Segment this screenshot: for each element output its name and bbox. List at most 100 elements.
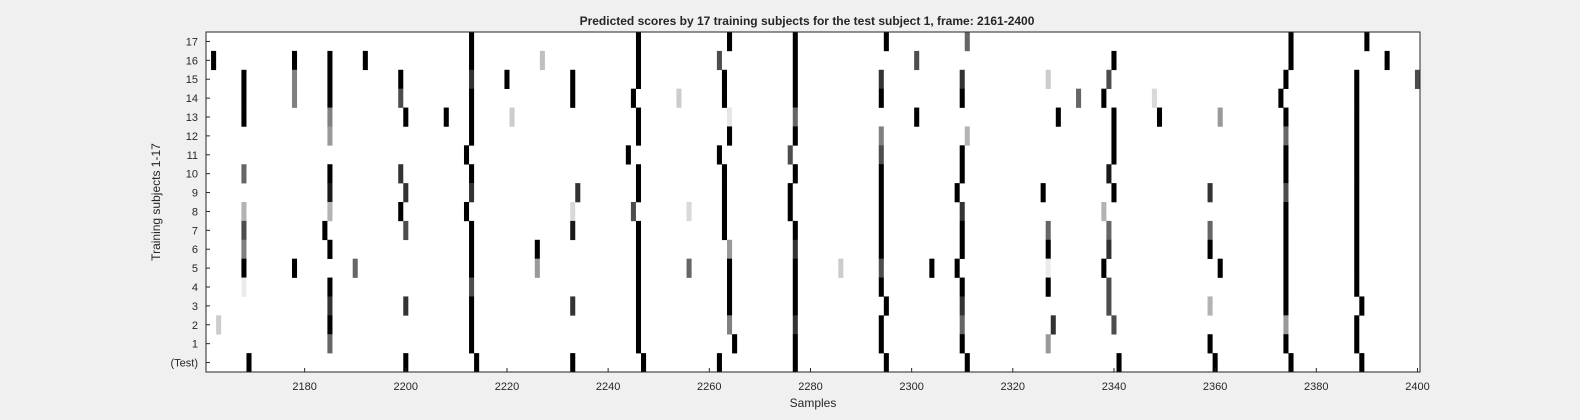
heatmap-cell bbox=[878, 202, 884, 222]
heatmap-cell bbox=[954, 183, 960, 203]
heatmap-cell bbox=[1283, 202, 1289, 222]
heatmap-cell bbox=[1116, 353, 1122, 373]
heatmap-cell bbox=[403, 220, 409, 241]
heatmap-cell bbox=[327, 334, 333, 354]
heatmap-cell bbox=[211, 50, 217, 71]
heatmap-cell bbox=[635, 69, 642, 89]
heatmap-cell bbox=[398, 164, 404, 184]
y-tick-label: 7 bbox=[192, 225, 198, 237]
heatmap-cell bbox=[1217, 258, 1223, 278]
heatmap-cell bbox=[630, 202, 636, 222]
heatmap-cell bbox=[469, 107, 475, 127]
heatmap-cell bbox=[327, 164, 333, 184]
heatmap-cell bbox=[1217, 107, 1223, 127]
heatmap-cell bbox=[398, 69, 404, 89]
heatmap-cell bbox=[1283, 107, 1289, 127]
heatmap-cell bbox=[398, 88, 404, 108]
heatmap-cell bbox=[362, 50, 368, 71]
heatmap-cell bbox=[716, 353, 722, 373]
heatmap-cell bbox=[1111, 183, 1117, 203]
heatmap-cell bbox=[1045, 277, 1051, 297]
heatmap-cell bbox=[878, 334, 884, 354]
heatmap-cell bbox=[883, 296, 889, 316]
x-tick-label: 2240 bbox=[596, 381, 620, 393]
heatmap-cell bbox=[727, 315, 733, 335]
heatmap-cell bbox=[959, 88, 965, 108]
heatmap-cell bbox=[241, 277, 247, 297]
heatmap-cell bbox=[878, 277, 884, 297]
x-tick-label: 2300 bbox=[899, 381, 923, 393]
heatmap-cell bbox=[1207, 334, 1213, 354]
heatmap-cell bbox=[469, 334, 475, 354]
heatmap-cell bbox=[1050, 315, 1056, 335]
heatmap-cell bbox=[469, 239, 475, 259]
heatmap-cell bbox=[291, 258, 298, 278]
heatmap-cell bbox=[641, 353, 647, 373]
heatmap-cell bbox=[1045, 239, 1051, 259]
heatmap-cell bbox=[216, 315, 222, 335]
heatmap-cell bbox=[1283, 315, 1289, 335]
x-tick-label: 2220 bbox=[495, 381, 519, 393]
heatmap-cell bbox=[1354, 334, 1360, 354]
heatmap-cell bbox=[469, 88, 475, 108]
x-tick-label: 2320 bbox=[1001, 381, 1025, 393]
heatmap-cell bbox=[1283, 145, 1289, 165]
heatmap-cell bbox=[959, 277, 965, 297]
heatmap-cell bbox=[1101, 202, 1107, 222]
x-tick-label: 2260 bbox=[697, 381, 721, 393]
heatmap-cell bbox=[1288, 50, 1294, 71]
heatmap-cell bbox=[676, 88, 682, 108]
heatmap-cell bbox=[1354, 202, 1360, 222]
heatmap-cell bbox=[1045, 220, 1051, 241]
heatmap-cell bbox=[1354, 315, 1360, 335]
heatmap-cell bbox=[1354, 239, 1360, 259]
heatmap-cell bbox=[878, 183, 884, 203]
y-axis-ticks: 17 16 15 14 13 12 11 10 9 8 7 6 5 4 3 2 1 (Test) bbox=[171, 36, 210, 370]
heatmap-cell bbox=[1106, 69, 1112, 89]
heatmap-cell bbox=[1283, 258, 1289, 278]
y-tick-label: 11 bbox=[187, 150, 198, 162]
heatmap-cell bbox=[1354, 107, 1360, 127]
heatmap-cell bbox=[792, 220, 798, 241]
heatmap-cell bbox=[1283, 239, 1289, 259]
heatmap-cell bbox=[1106, 239, 1112, 259]
y-tick-label: 10 bbox=[186, 169, 198, 181]
heatmap-cell bbox=[1207, 296, 1213, 316]
heatmap-cell bbox=[635, 277, 642, 297]
heatmap-cell bbox=[291, 88, 298, 108]
plot-border bbox=[205, 31, 1421, 373]
heatmap-cell bbox=[630, 88, 636, 108]
heatmap-cell bbox=[727, 277, 733, 297]
heatmap-cell bbox=[878, 220, 884, 241]
heatmap-cell bbox=[291, 50, 298, 71]
x-tick-label: 2200 bbox=[394, 381, 418, 393]
heatmap-cell bbox=[959, 164, 965, 184]
heatmap-cell bbox=[716, 50, 722, 71]
heatmap-cell bbox=[327, 69, 333, 89]
heatmap-cell bbox=[1111, 145, 1117, 165]
heatmap-cell bbox=[570, 353, 576, 373]
heatmap-cell bbox=[721, 164, 728, 184]
heatmap-cell bbox=[959, 296, 965, 316]
heatmap-cell bbox=[327, 239, 333, 259]
heatmap-cell bbox=[727, 239, 733, 259]
heatmap-cell bbox=[1354, 88, 1360, 108]
heatmap-cell bbox=[792, 164, 798, 184]
heatmap-cell bbox=[878, 258, 884, 278]
heatmap-cell bbox=[1207, 183, 1213, 203]
heatmap-cell bbox=[241, 164, 247, 184]
heatmap-cell bbox=[883, 32, 889, 52]
heatmap-cell bbox=[792, 50, 798, 71]
heatmap-cell bbox=[1354, 258, 1360, 278]
heatmap-cell bbox=[570, 296, 576, 316]
heatmap-cell bbox=[721, 88, 728, 108]
heatmap-cell bbox=[1207, 239, 1213, 259]
heatmap-cell bbox=[635, 258, 642, 278]
heatmap-cell bbox=[1414, 69, 1420, 89]
heatmap-cell bbox=[246, 353, 252, 373]
heatmap-cell bbox=[1283, 296, 1289, 316]
heatmap-cell bbox=[635, 296, 642, 316]
heatmap-cell bbox=[327, 88, 333, 108]
heatmap-cell bbox=[1106, 164, 1112, 184]
heatmap-cell bbox=[878, 239, 884, 259]
